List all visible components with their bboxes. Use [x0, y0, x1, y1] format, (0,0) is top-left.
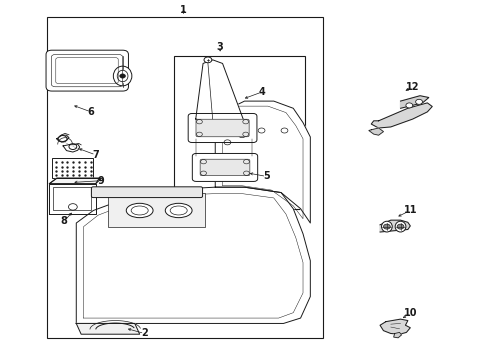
Bar: [47, 17, 322, 338]
Circle shape: [120, 74, 125, 78]
Polygon shape: [57, 135, 69, 142]
Ellipse shape: [394, 221, 405, 232]
FancyBboxPatch shape: [91, 187, 202, 198]
Text: 11: 11: [403, 206, 416, 216]
FancyBboxPatch shape: [196, 119, 248, 137]
Polygon shape: [368, 128, 383, 135]
FancyBboxPatch shape: [200, 159, 249, 176]
Text: 8: 8: [61, 216, 67, 226]
Text: 5: 5: [263, 171, 269, 181]
Polygon shape: [49, 178, 99, 184]
Polygon shape: [393, 332, 401, 338]
Text: 3: 3: [216, 42, 223, 52]
Text: 12: 12: [405, 82, 419, 92]
Ellipse shape: [381, 221, 391, 232]
Bar: [108, 193, 205, 226]
Polygon shape: [215, 101, 310, 223]
Polygon shape: [76, 187, 310, 323]
Ellipse shape: [126, 203, 153, 218]
FancyBboxPatch shape: [192, 153, 257, 181]
Text: 4: 4: [258, 87, 264, 97]
Polygon shape: [49, 184, 96, 214]
Circle shape: [415, 99, 422, 104]
Ellipse shape: [165, 203, 192, 218]
Bar: [52, 158, 93, 178]
Polygon shape: [379, 220, 409, 232]
Text: 1: 1: [180, 5, 186, 15]
Polygon shape: [76, 323, 140, 334]
Text: 2: 2: [141, 328, 147, 338]
Polygon shape: [370, 103, 431, 128]
Polygon shape: [63, 144, 80, 152]
Bar: [53, 187, 91, 211]
Polygon shape: [400, 96, 428, 108]
Circle shape: [383, 224, 389, 229]
Text: 9: 9: [97, 176, 104, 186]
Text: 7: 7: [92, 150, 99, 160]
Circle shape: [203, 57, 211, 63]
FancyBboxPatch shape: [46, 50, 128, 91]
Circle shape: [396, 224, 403, 229]
Circle shape: [405, 103, 412, 108]
Polygon shape: [379, 319, 409, 334]
FancyBboxPatch shape: [188, 113, 256, 143]
Bar: [173, 56, 305, 209]
Ellipse shape: [113, 66, 132, 86]
Text: 6: 6: [87, 107, 94, 117]
Text: 10: 10: [403, 308, 416, 318]
Polygon shape: [195, 60, 244, 126]
